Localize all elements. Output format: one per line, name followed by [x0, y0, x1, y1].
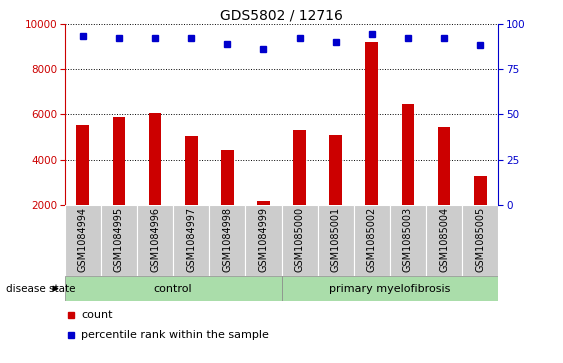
- Text: GSM1085001: GSM1085001: [330, 207, 341, 272]
- Text: GSM1084995: GSM1084995: [114, 207, 124, 272]
- Bar: [101, 205, 137, 276]
- Text: control: control: [154, 284, 193, 294]
- Text: GSM1085005: GSM1085005: [475, 207, 485, 273]
- Bar: [209, 205, 245, 276]
- Text: GSM1085002: GSM1085002: [367, 207, 377, 273]
- Bar: [401, 104, 414, 205]
- Bar: [65, 205, 101, 276]
- Text: GSM1085003: GSM1085003: [403, 207, 413, 272]
- Text: disease state: disease state: [6, 284, 75, 294]
- Bar: [282, 205, 318, 276]
- Bar: [474, 176, 486, 205]
- Bar: [113, 117, 125, 205]
- Bar: [65, 276, 282, 301]
- Bar: [293, 130, 306, 205]
- Title: GDS5802 / 12716: GDS5802 / 12716: [220, 8, 343, 23]
- Text: count: count: [82, 310, 113, 320]
- Bar: [137, 205, 173, 276]
- Bar: [257, 200, 270, 205]
- Text: primary myelofibrosis: primary myelofibrosis: [329, 284, 450, 294]
- Text: GSM1084998: GSM1084998: [222, 207, 233, 272]
- Bar: [173, 205, 209, 276]
- Bar: [77, 125, 89, 205]
- Bar: [329, 135, 342, 205]
- Bar: [245, 205, 282, 276]
- Text: percentile rank within the sample: percentile rank within the sample: [82, 330, 269, 340]
- Bar: [221, 150, 234, 205]
- Text: GSM1085004: GSM1085004: [439, 207, 449, 272]
- Bar: [462, 205, 498, 276]
- Text: GSM1084997: GSM1084997: [186, 207, 196, 272]
- Bar: [365, 42, 378, 205]
- Bar: [318, 205, 354, 276]
- Text: GSM1084994: GSM1084994: [78, 207, 88, 272]
- Bar: [390, 205, 426, 276]
- Text: GSM1084999: GSM1084999: [258, 207, 269, 272]
- Bar: [185, 136, 198, 205]
- Bar: [149, 113, 162, 205]
- Text: GSM1085000: GSM1085000: [294, 207, 305, 272]
- Bar: [354, 205, 390, 276]
- Bar: [438, 127, 450, 205]
- Text: GSM1084996: GSM1084996: [150, 207, 160, 272]
- Bar: [282, 276, 498, 301]
- Bar: [426, 205, 462, 276]
